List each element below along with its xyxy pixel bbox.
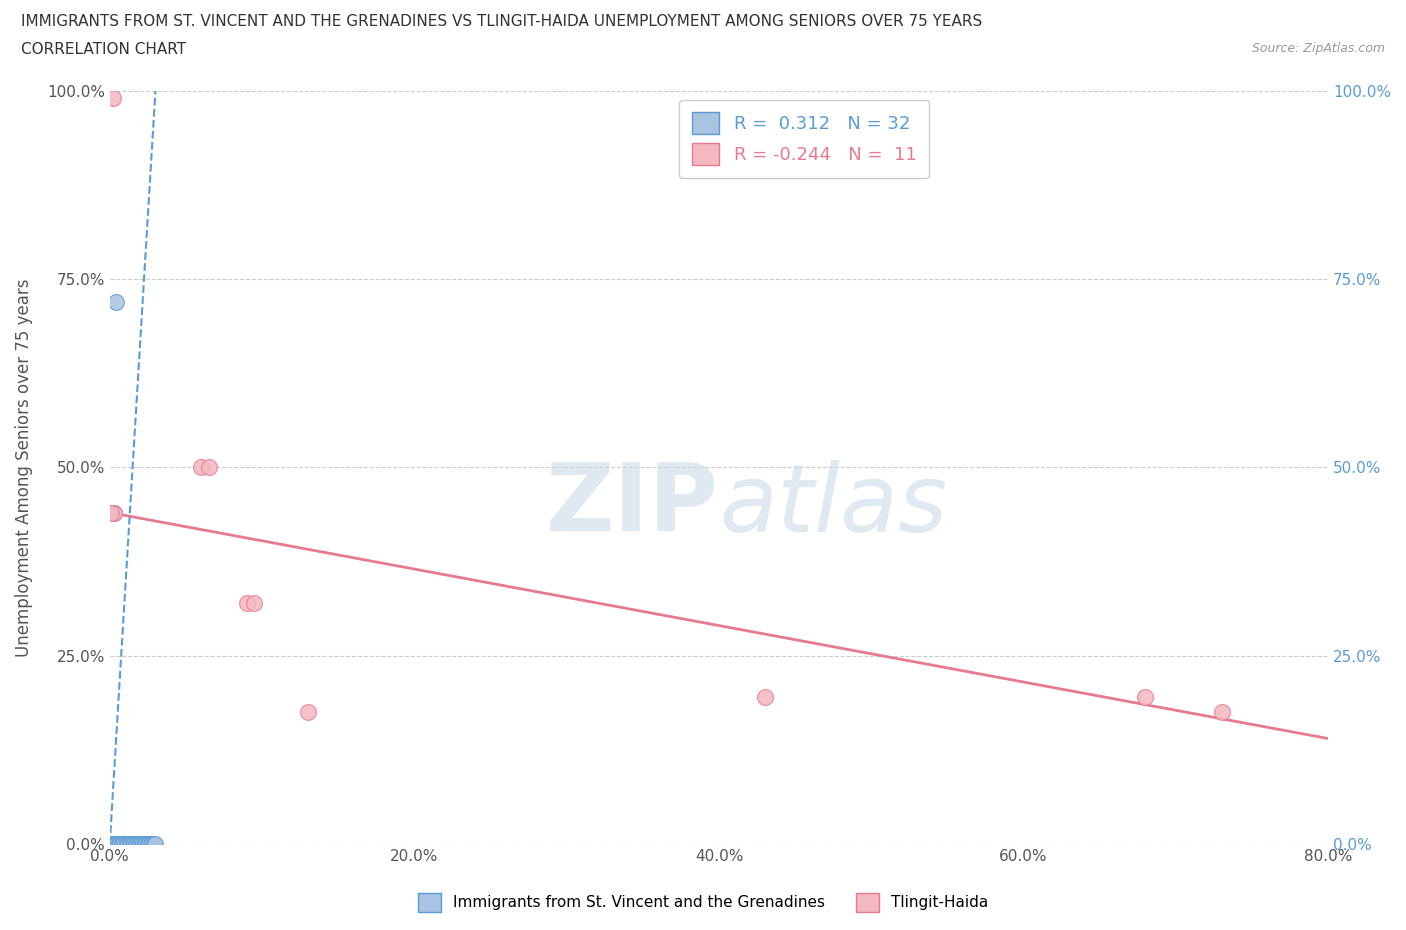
Point [124,837,146,852]
Legend: Immigrants from St. Vincent and the Grenadines, Tlingit-Haida: Immigrants from St. Vincent and the Gren… [412,887,994,918]
Point [120,837,142,852]
Point [108,837,131,852]
Point [104,837,127,852]
Point [110,837,132,852]
Point [297,705,319,720]
Point [131,837,153,852]
Point [115,837,138,852]
Text: ZIP: ZIP [546,459,718,551]
Point [121,837,143,852]
Point [112,837,135,852]
Point [236,595,259,610]
Point [129,837,152,852]
Point [1211,705,1233,720]
Text: IMMIGRANTS FROM ST. VINCENT AND THE GRENADINES VS TLINGIT-HAIDA UNEMPLOYMENT AMO: IMMIGRANTS FROM ST. VINCENT AND THE GREN… [21,14,983,29]
Point [104,294,127,309]
Point [122,837,145,852]
Point [134,837,156,852]
Point [128,837,150,852]
Point [117,837,139,852]
Point [197,460,219,475]
Point [145,837,167,852]
Point [1135,690,1157,705]
Point [103,505,125,520]
Point [100,837,122,852]
Point [100,505,122,520]
Point [103,837,125,852]
Point [190,460,212,475]
Point [114,837,136,852]
Point [138,837,160,852]
Point [754,690,776,705]
Point [118,837,141,852]
Text: CORRELATION CHART: CORRELATION CHART [21,42,186,57]
Point [139,837,162,852]
Point [135,837,157,852]
Point [136,837,159,852]
Text: atlas: atlas [718,459,948,551]
Y-axis label: Unemployment Among Seniors over 75 years: Unemployment Among Seniors over 75 years [15,278,32,657]
Point [127,837,149,852]
Point [141,837,163,852]
Point [111,837,134,852]
Legend: R =  0.312   N = 32, R = -0.244   N =  11: R = 0.312 N = 32, R = -0.244 N = 11 [679,100,929,179]
Point [105,837,128,852]
Point [101,91,124,106]
Point [142,837,165,852]
Text: Source: ZipAtlas.com: Source: ZipAtlas.com [1251,42,1385,55]
Point [103,505,125,520]
Point [132,837,155,852]
Point [243,595,266,610]
Point [101,837,124,852]
